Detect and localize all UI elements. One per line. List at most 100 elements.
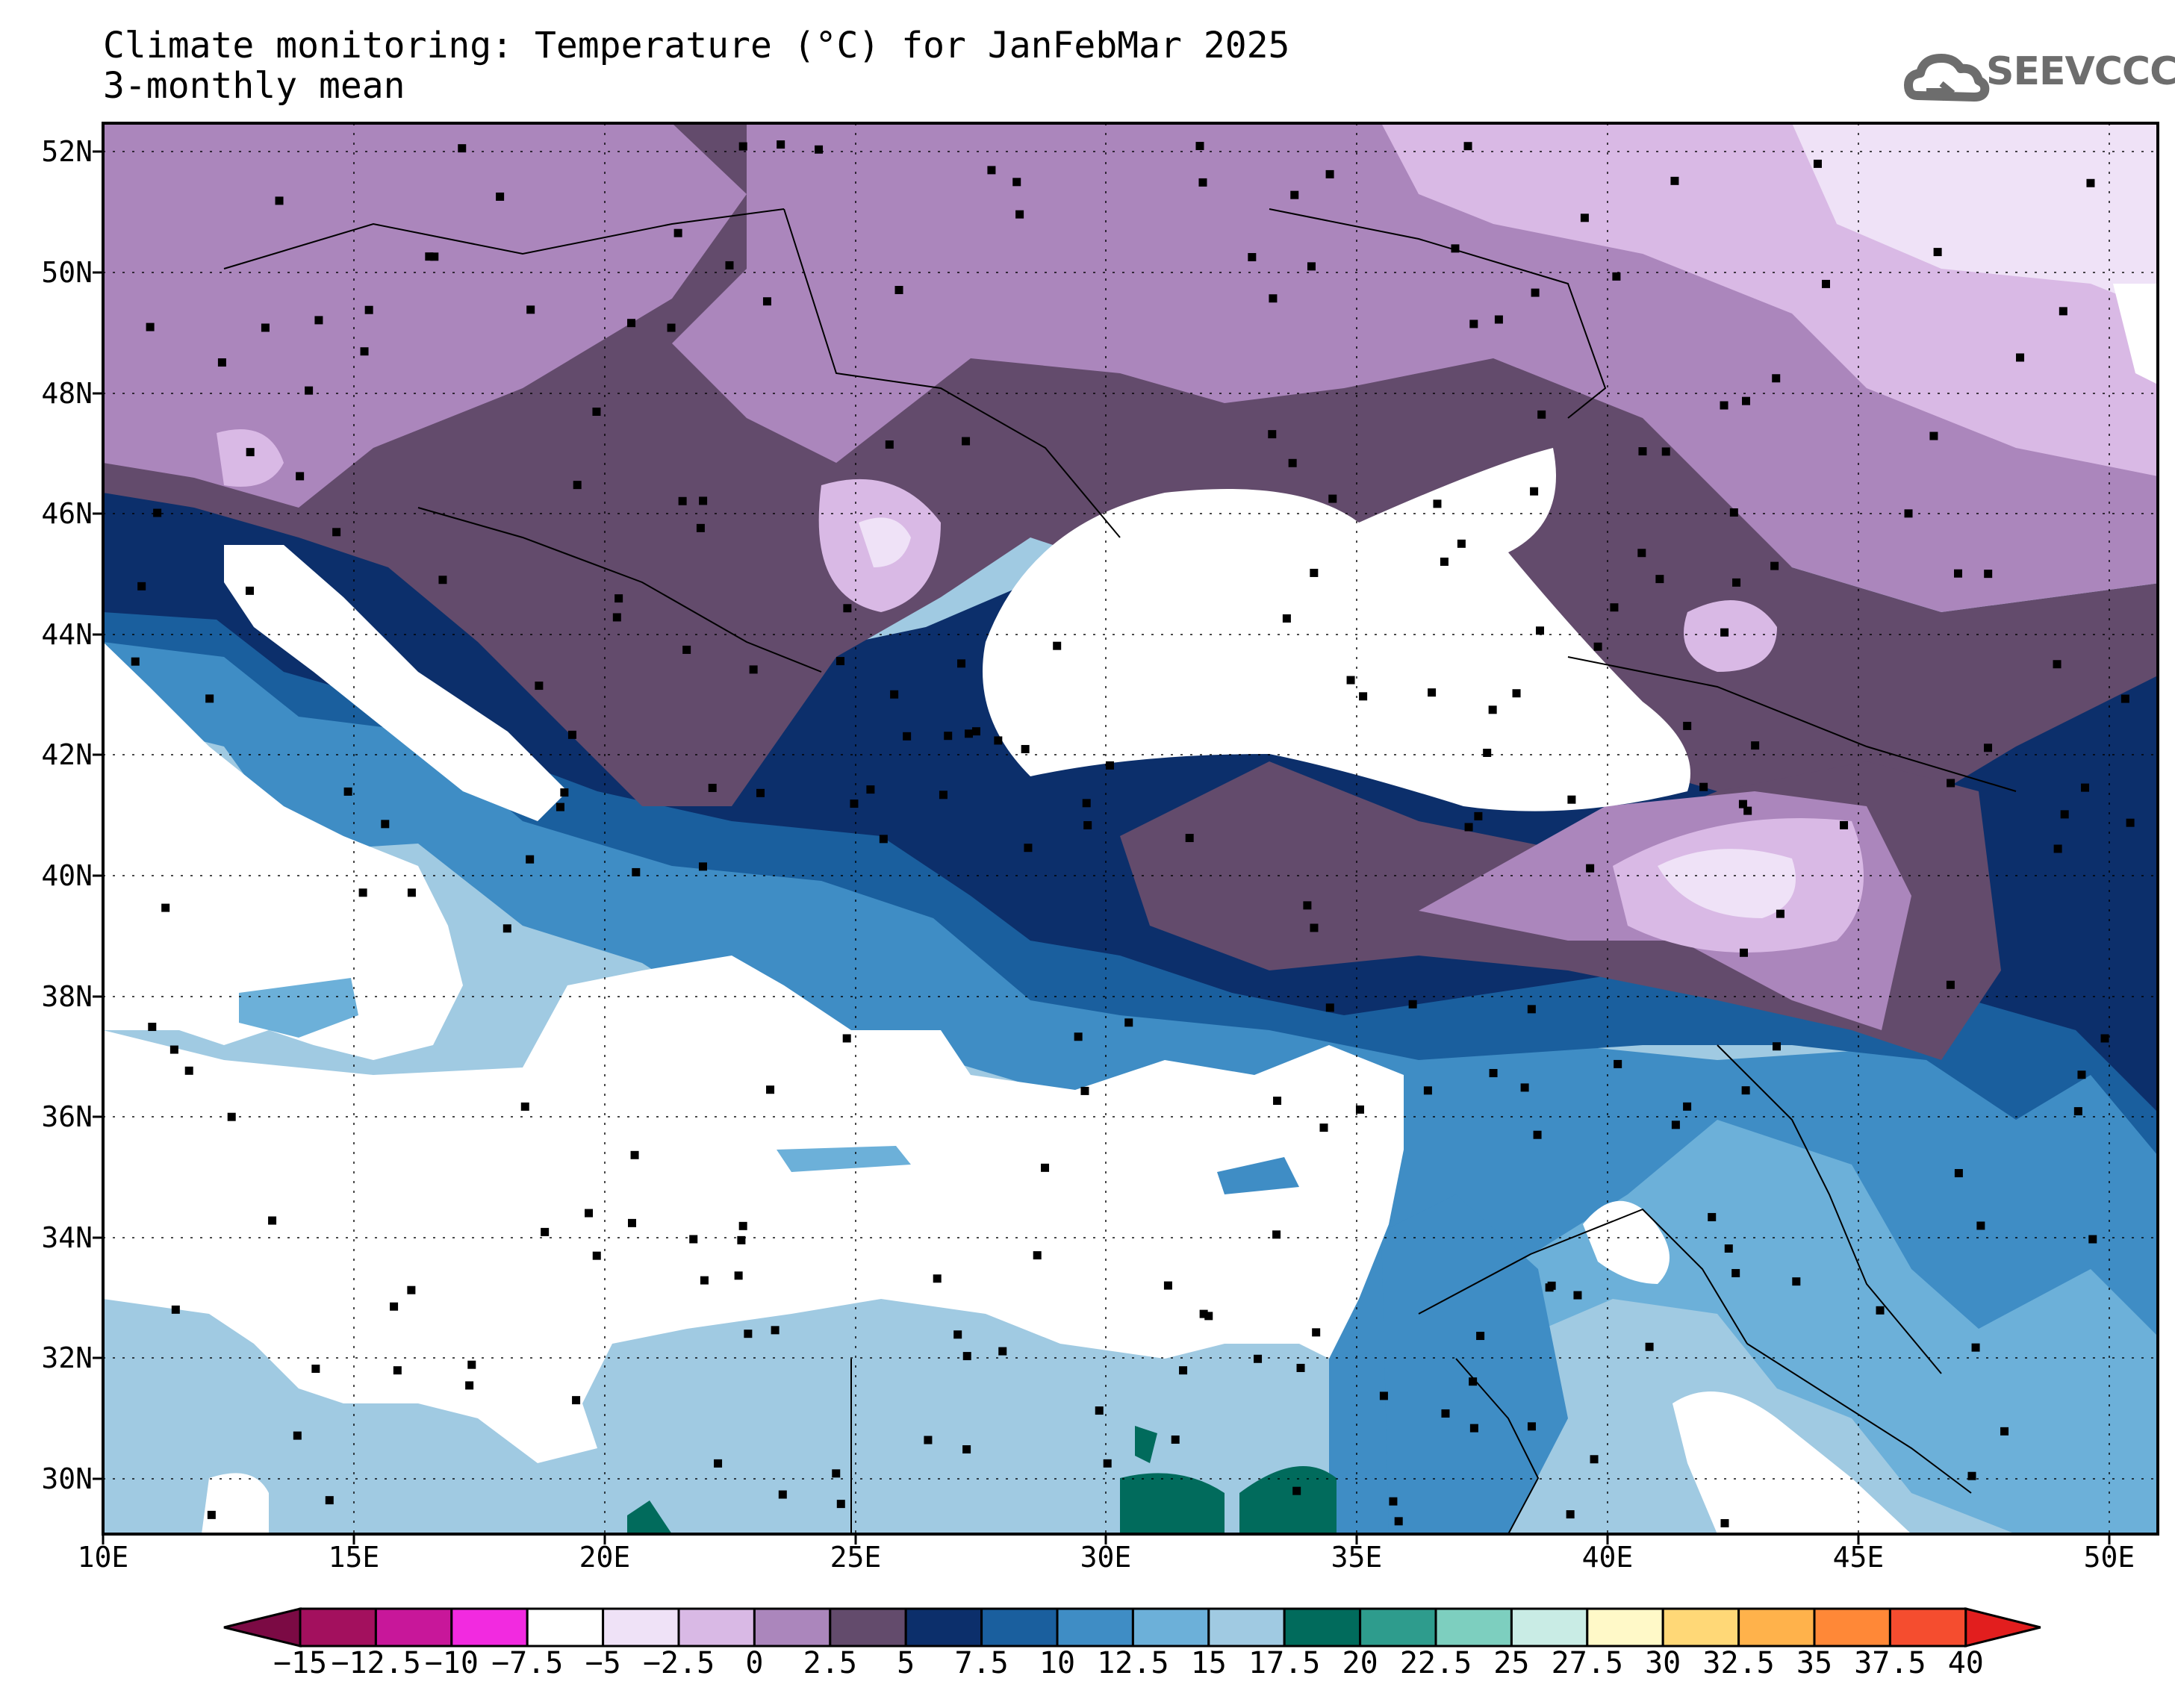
colorbar-label: 12.5 [1097,1646,1169,1680]
station-marker [1655,575,1664,584]
station-marker [1612,272,1621,281]
colorbar-label: −5 [585,1646,621,1680]
station-marker [1272,1230,1281,1239]
station-marker [1720,1518,1729,1527]
map-subtitle: 3-monthly mean [103,65,405,107]
colorbar-label: 40 [1947,1646,1984,1680]
station-marker [1738,800,1747,808]
station-marker [1947,779,1955,788]
station-marker [667,323,676,332]
station-marker [535,682,544,691]
black-sea [983,448,1690,811]
station-marker [885,440,894,449]
colorbar-label: −2.5 [642,1646,715,1680]
station-marker [1428,688,1437,697]
colorbar-label: −10 [424,1646,479,1680]
station-marker [171,1305,180,1314]
station-marker [465,1381,474,1390]
colorbar-label: −7.5 [491,1646,564,1680]
station-marker [738,142,747,151]
station-marker [1590,1455,1599,1464]
station-marker [1033,1251,1042,1260]
station-marker [628,1218,637,1227]
station-marker [708,783,717,792]
station-marker [293,1431,302,1440]
station-marker [962,1445,971,1454]
lat-label-32n: 32N [41,1341,93,1374]
station-marker [939,791,948,800]
station-marker [1586,864,1595,873]
station-marker [1171,1435,1180,1444]
lat-label-30n: 30N [41,1462,93,1495]
colorbar-label: −15 [273,1646,328,1680]
caspian-edge [2113,284,2158,384]
station-marker [502,924,511,933]
map-frame [102,122,2159,1536]
station-marker [1739,948,1748,957]
station-marker [1268,430,1277,439]
station-marker [1273,1097,1282,1106]
station-marker [526,305,535,314]
station-marker [1683,1102,1692,1111]
station-marker [890,690,899,699]
station-marker [1469,320,1478,328]
station-marker [1531,288,1540,297]
station-marker [1199,1309,1208,1318]
lon-label-10e: 10E [77,1541,129,1574]
station-marker [1288,458,1297,467]
station-marker [360,347,369,356]
station-marker [393,1366,402,1375]
station-marker [407,1285,416,1294]
station-marker [678,496,687,505]
station-marker [627,319,636,328]
station-marker [496,192,505,201]
station-marker [744,1330,753,1338]
station-marker [364,305,373,314]
station-marker [944,732,953,741]
station-marker [1547,1281,1556,1290]
station-marker [407,888,416,897]
station-marker [1741,1086,1750,1095]
station-marker [1103,1459,1112,1468]
lon-label-40e: 40E [1581,1541,1634,1574]
colorbar-label: 22.5 [1399,1646,1472,1680]
station-marker [1671,1121,1680,1129]
station-marker [184,1066,193,1075]
station-marker [261,323,270,332]
station-marker [227,1112,236,1121]
station-marker [682,645,691,654]
station-marker [1792,1277,1801,1286]
station-marker [749,665,758,674]
station-marker [2060,810,2069,819]
station-marker [275,196,284,205]
station-marker [1476,1332,1485,1341]
station-marker [1512,689,1521,698]
station-marker [879,835,888,844]
station-marker [153,508,162,517]
station-marker [1269,294,1278,303]
station-marker [1307,262,1316,271]
station-marker [1773,1042,1782,1051]
station-marker [325,1496,334,1505]
station-marker [246,448,255,457]
station-marker [836,657,844,666]
station-marker [1954,569,1963,578]
station-marker [1840,820,1849,829]
station-marker [1536,626,1545,635]
lon-label-30e: 30E [1080,1541,1132,1574]
station-marker [1451,244,1460,253]
station-marker [696,523,705,532]
station-marker [1741,396,1750,405]
station-marker [1661,447,1670,456]
lat-label-38n: 38N [41,980,93,1013]
station-marker [1195,142,1204,151]
lon-label-50e: 50E [2083,1541,2135,1574]
syria-white-blob [1583,1200,1670,1284]
station-marker [1776,909,1785,918]
station-marker [994,736,1003,745]
station-marker [700,1276,709,1285]
station-marker [1389,1497,1398,1506]
station-marker [1527,1005,1536,1014]
colorbar-label: 32.5 [1702,1646,1775,1680]
